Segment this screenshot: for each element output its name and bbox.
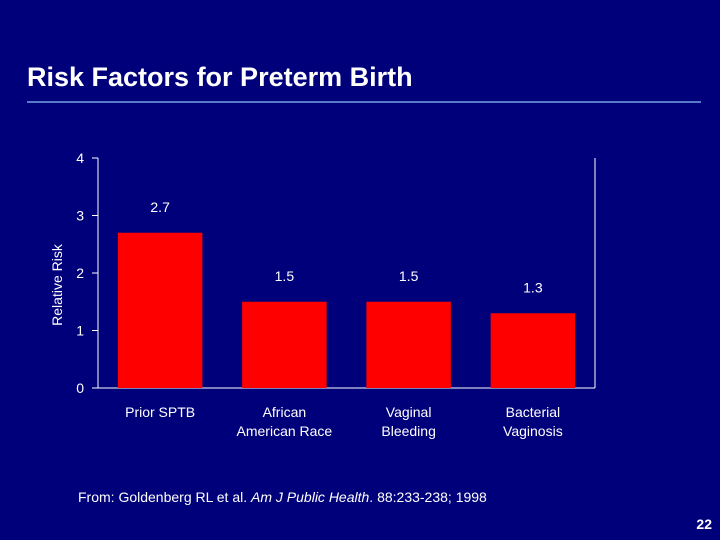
- y-tick-label: 1: [76, 323, 84, 339]
- x-tick-label: American Race: [237, 423, 333, 439]
- page-number: 22: [696, 516, 712, 532]
- title-divider: [27, 101, 701, 103]
- y-tick-label: 4: [76, 150, 84, 166]
- x-tick-label: African: [263, 404, 307, 420]
- bar: [490, 313, 576, 388]
- source-citation: From: Goldenberg RL et al. Am J Public H…: [78, 489, 487, 505]
- bar: [117, 232, 203, 388]
- source-suffix: . 88:233-238; 1998: [369, 489, 487, 505]
- y-axis-title: Relative Risk: [49, 243, 65, 326]
- data-label: 2.7: [150, 199, 170, 215]
- data-label: 1.5: [399, 268, 419, 284]
- y-tick-label: 3: [76, 208, 84, 224]
- bar: [366, 301, 451, 388]
- x-tick-label: Vaginal: [386, 404, 432, 420]
- source-journal: Am J Public Health: [251, 489, 370, 505]
- data-label: 1.3: [523, 279, 543, 295]
- source-prefix: From: Goldenberg RL et al.: [78, 489, 252, 505]
- y-tick-label: 2: [76, 265, 84, 281]
- x-tick-label: Vaginosis: [503, 423, 563, 439]
- y-tick-label: 0: [76, 380, 84, 396]
- data-label: 1.5: [275, 268, 295, 284]
- x-tick-label: Prior SPTB: [125, 404, 195, 420]
- slide-title: Risk Factors for Preterm Birth: [27, 62, 413, 92]
- x-tick-label: Bacterial: [506, 404, 560, 420]
- x-tick-label: Bleeding: [381, 423, 436, 439]
- bar: [242, 301, 327, 388]
